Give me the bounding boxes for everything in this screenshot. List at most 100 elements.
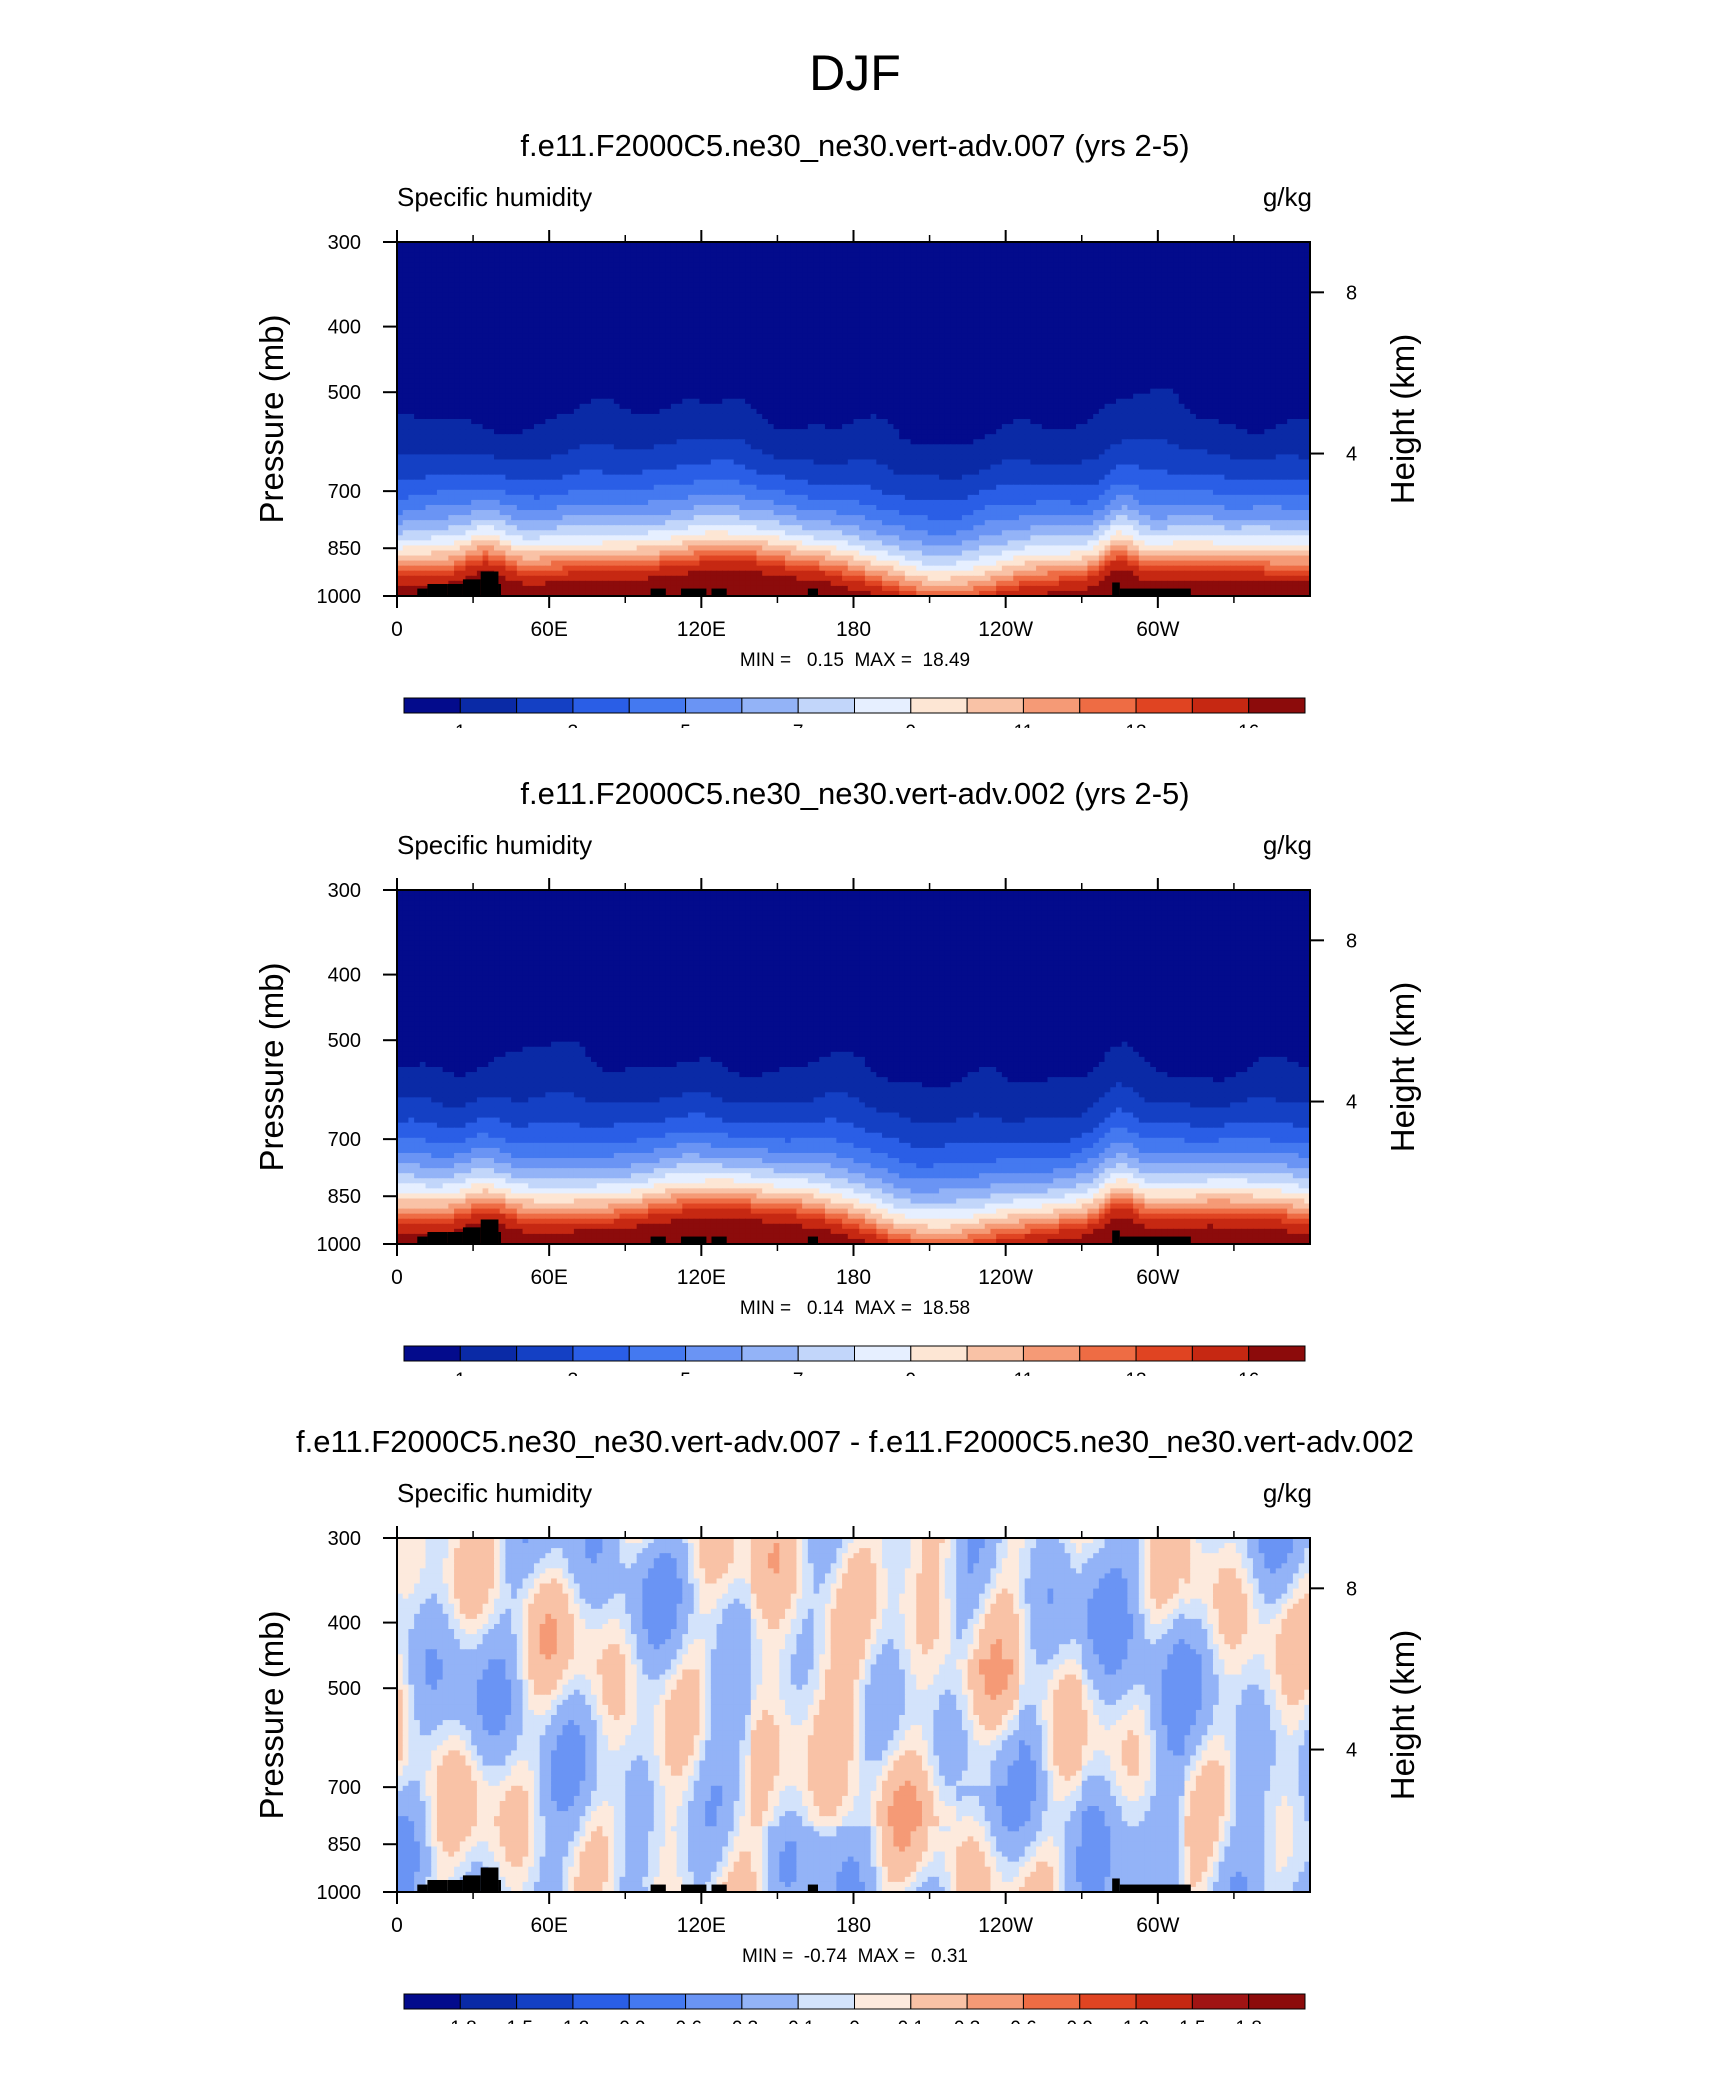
field-cell: [1024, 302, 1031, 309]
field-cell: [1161, 322, 1168, 329]
field-cell: [973, 388, 980, 395]
field-cell: [1201, 262, 1208, 268]
field-cell: [824, 338, 832, 344]
field-cell: [1287, 247, 1294, 253]
field-cell: [705, 307, 712, 314]
field-cell: [990, 338, 997, 344]
field-cell: [956, 378, 963, 385]
field-cell: [596, 393, 604, 400]
field-cell: [459, 373, 467, 380]
field-cell: [722, 353, 729, 359]
field-cell: [682, 307, 689, 314]
field-cell: [688, 353, 695, 359]
field-cell: [1024, 307, 1031, 314]
field-cell: [1058, 292, 1066, 299]
field-cell: [1207, 348, 1214, 354]
field-cell: [939, 297, 946, 304]
field-cell: [1230, 247, 1237, 253]
field-cell: [1070, 373, 1077, 380]
field-cell: [733, 287, 740, 294]
field-cell: [516, 242, 524, 248]
field-cell: [876, 317, 883, 324]
field-cell: [1081, 307, 1089, 314]
field-cell: [602, 343, 609, 349]
field-cell: [1184, 353, 1191, 359]
field-cell: [630, 277, 638, 284]
field-cell: [431, 388, 438, 395]
field-cell: [1001, 297, 1009, 304]
field-cell: [779, 287, 786, 294]
field-cell: [1207, 247, 1214, 253]
field-cell: [1247, 262, 1254, 268]
field-cell: [1235, 317, 1243, 324]
field-cell: [436, 317, 444, 324]
field-cell: [819, 277, 826, 284]
field-cell: [1224, 302, 1231, 309]
field-cell: [539, 287, 546, 294]
field-cell: [813, 272, 820, 278]
field-cell: [1098, 297, 1106, 304]
field-cell: [539, 297, 546, 304]
field-cell: [682, 358, 689, 364]
field-cell: [1036, 247, 1043, 253]
field-cell: [1207, 353, 1214, 359]
field-cell: [693, 262, 701, 268]
field-cell: [591, 282, 598, 289]
field-cell: [779, 378, 786, 385]
field-cell: [1304, 363, 1311, 370]
field-cell: [1241, 262, 1248, 268]
field-cell: [448, 383, 455, 390]
field-cell: [1053, 262, 1060, 268]
field-cell: [1184, 378, 1191, 385]
field-cell: [1030, 378, 1037, 385]
field-cell: [739, 368, 746, 375]
field-cell: [1258, 333, 1265, 339]
field-cell: [842, 257, 849, 263]
field-cell: [1007, 338, 1014, 344]
field-cell: [979, 292, 986, 299]
field-cell: [1081, 343, 1089, 349]
field-cell: [1184, 348, 1191, 354]
field-cell: [1224, 378, 1231, 385]
field-cell: [551, 398, 558, 405]
field-cell: [556, 282, 564, 289]
field-cell: [402, 252, 410, 258]
field-cell: [819, 292, 826, 299]
field-cell: [630, 322, 638, 329]
field-cell: [1138, 322, 1146, 329]
field-cell: [1184, 287, 1191, 294]
field-cell: [653, 242, 661, 248]
field-cell: [893, 327, 900, 334]
field-cell: [847, 322, 855, 329]
field-cell: [847, 257, 855, 263]
field-cell: [648, 378, 655, 385]
field-cell: [516, 292, 524, 299]
field-cell: [562, 302, 569, 309]
field-cell: [636, 343, 643, 349]
field-cell: [785, 267, 792, 273]
field-cell: [499, 348, 507, 354]
field-cell: [882, 292, 889, 299]
field-cell: [1081, 247, 1089, 253]
field-cell: [733, 272, 740, 278]
field-cell: [796, 262, 803, 268]
field-cell: [1087, 262, 1094, 268]
field-cell: [1138, 358, 1146, 364]
field-cell: [1133, 368, 1140, 375]
field-cell: [1098, 348, 1106, 354]
field-cell: [465, 373, 472, 380]
field-cell: [979, 363, 986, 370]
field-cell: [1264, 338, 1271, 344]
field-cell: [1081, 267, 1089, 273]
field-cell: [676, 312, 683, 319]
field-cell: [516, 373, 524, 380]
field-cell: [1013, 297, 1020, 304]
field-cell: [1138, 292, 1146, 299]
field-cell: [625, 272, 632, 278]
field-cell: [996, 363, 1003, 370]
field-cell: [408, 398, 415, 405]
field-cell: [899, 287, 906, 294]
field-cell: [785, 287, 792, 294]
field-cell: [693, 358, 701, 364]
field-cell: [1224, 317, 1231, 324]
